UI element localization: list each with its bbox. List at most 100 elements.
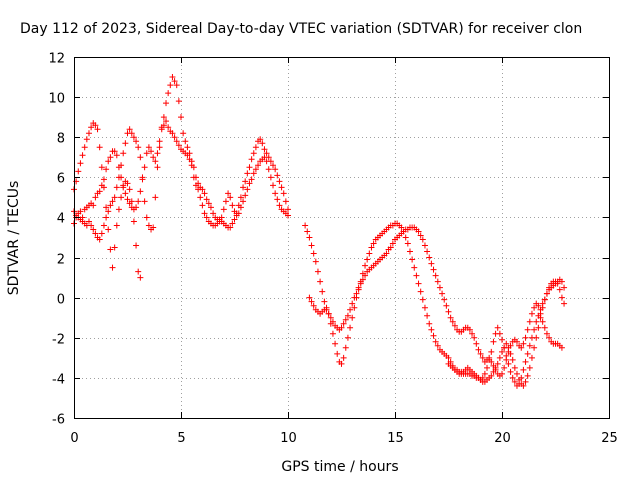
data-point: [344, 334, 351, 341]
data-point: [430, 332, 437, 339]
data-point: [244, 170, 251, 177]
data-point: [505, 360, 512, 367]
data-point: [113, 184, 120, 191]
data-point: [432, 272, 439, 279]
data-point: [531, 344, 538, 351]
data-point: [141, 164, 148, 171]
data-point: [398, 224, 405, 231]
data-point: [216, 218, 223, 225]
data-point: [124, 180, 131, 187]
data-point: [133, 242, 140, 249]
data-point: [246, 164, 253, 171]
data-point: [242, 178, 249, 185]
data-point: [250, 150, 257, 157]
data-point: [85, 130, 92, 137]
data-point: [349, 314, 356, 321]
data-point: [310, 302, 317, 309]
data-point: [270, 162, 277, 169]
data-point: [231, 216, 238, 223]
data-point: [100, 184, 107, 191]
data-point: [115, 206, 122, 213]
data-point: [96, 236, 103, 243]
data-point: [428, 260, 435, 267]
data-point: [122, 190, 129, 197]
data-point: [362, 262, 369, 269]
data-point: [419, 296, 426, 303]
data-point: [308, 242, 315, 249]
data-point: [285, 212, 291, 219]
data-point: [404, 240, 411, 247]
data-point: [156, 144, 163, 151]
data-point: [321, 298, 328, 305]
data-point: [248, 156, 255, 163]
data-point: [92, 122, 99, 129]
series-track-f: [445, 276, 568, 389]
data-point: [263, 150, 270, 157]
data-point: [272, 166, 279, 173]
data-point: [499, 348, 505, 355]
data-point: [426, 254, 433, 261]
y-tick-label: 8: [57, 132, 65, 147]
data-point: [417, 288, 424, 295]
data-point: [175, 98, 182, 105]
series-track-e: [306, 220, 568, 389]
data-point: [267, 174, 274, 181]
data-point: [227, 194, 234, 201]
data-point: [229, 220, 236, 227]
data-point: [511, 378, 518, 385]
data-point: [139, 174, 146, 181]
data-point: [148, 148, 155, 155]
data-point: [499, 336, 505, 343]
data-point: [424, 248, 431, 255]
data-point: [199, 202, 206, 209]
data-point: [353, 294, 360, 301]
data-point: [109, 198, 116, 205]
data-point: [178, 114, 184, 121]
data-point: [490, 338, 497, 345]
data-point: [165, 90, 172, 97]
data-point: [105, 226, 112, 233]
data-point: [186, 150, 193, 157]
data-point: [270, 182, 277, 189]
data-point: [203, 196, 210, 203]
x-tick-label: 20: [494, 431, 511, 446]
data-point: [122, 140, 129, 147]
data-point: [158, 124, 165, 131]
series-track-c: [71, 74, 291, 243]
data-point: [368, 244, 375, 251]
data-point: [130, 218, 137, 225]
series-track-d: [302, 222, 565, 379]
data-point: [471, 334, 478, 341]
y-tick-label: 4: [57, 212, 65, 227]
data-point: [409, 256, 416, 263]
data-point: [154, 150, 161, 157]
data-point: [524, 372, 531, 379]
data-point: [505, 344, 512, 351]
data-point: [107, 202, 114, 209]
data-point: [285, 206, 291, 213]
data-point: [428, 326, 435, 333]
data-point: [507, 368, 514, 375]
data-point: [503, 340, 510, 347]
data-point: [511, 364, 518, 371]
data-point: [143, 214, 150, 221]
data-point: [126, 126, 133, 133]
data-point: [135, 268, 142, 275]
plot-frame: [74, 57, 610, 419]
data-point: [244, 186, 251, 193]
data-point: [327, 314, 334, 321]
data-point: [135, 144, 142, 151]
y-tick-label: -6: [52, 413, 65, 428]
x-tick-label: 10: [280, 431, 297, 446]
data-point: [312, 258, 319, 265]
data-point: [113, 152, 120, 159]
y-tick-label: 12: [48, 52, 65, 67]
chart-title: Day 112 of 2023, Sidereal Day-to-day VTE…: [20, 21, 582, 37]
data-point: [237, 194, 244, 201]
data-point: [325, 310, 332, 317]
data-point: [533, 318, 540, 325]
data-point: [475, 346, 482, 353]
data-point: [115, 174, 122, 181]
data-point: [88, 124, 95, 131]
data-point: [173, 138, 180, 145]
